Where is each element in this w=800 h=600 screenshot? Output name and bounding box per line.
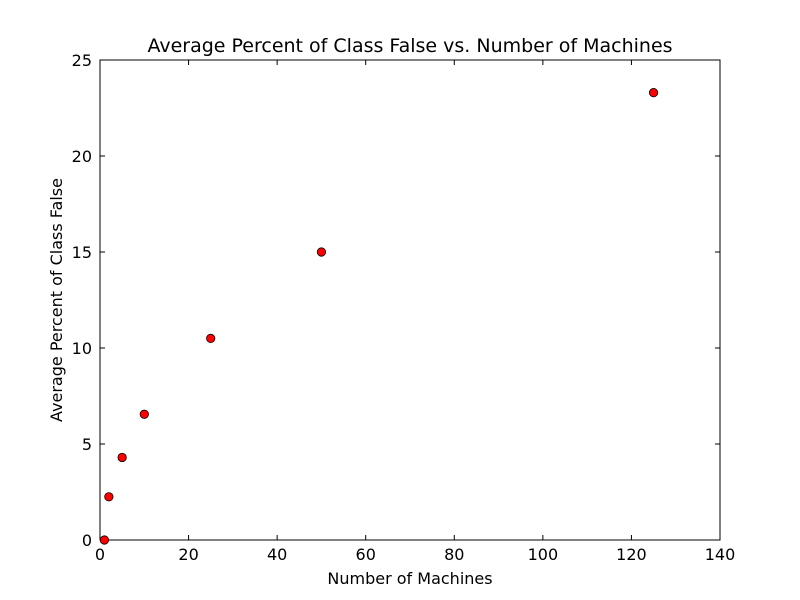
data-point — [104, 492, 114, 502]
y-tick-label: 0 — [82, 531, 92, 550]
y-tick-label: 25 — [72, 51, 92, 70]
x-tick-label: 140 — [705, 545, 736, 564]
y-tick-label: 10 — [72, 339, 92, 358]
x-tick-label: 100 — [528, 545, 559, 564]
data-point — [206, 333, 216, 343]
data-point — [99, 535, 110, 545]
x-tick-label: 80 — [444, 545, 464, 564]
data-point — [139, 409, 149, 419]
y-tick-label: 20 — [72, 147, 92, 166]
plot-area — [99, 59, 721, 541]
x-tick-label: 40 — [267, 545, 287, 564]
chart-title: Average Percent of Class False vs. Numbe… — [147, 35, 672, 57]
y-axis-label: Average Percent of Class False — [47, 178, 66, 422]
y-tick-label: 5 — [82, 435, 92, 454]
data-point — [316, 247, 327, 257]
data-point — [648, 88, 659, 98]
x-axis-label: Number of Machines — [327, 569, 492, 588]
y-tick-label: 15 — [72, 243, 92, 262]
axis-ticks: 0 20 40 60 80 100 120 140 0 5 10 15 20 25 — [72, 51, 736, 564]
data-point — [117, 452, 127, 463]
x-tick-label: 120 — [616, 545, 647, 564]
data-points — [99, 88, 659, 545]
x-tick-label: 60 — [356, 545, 376, 564]
x-tick-label: 0 — [95, 545, 105, 564]
x-tick-label: 20 — [178, 545, 198, 564]
